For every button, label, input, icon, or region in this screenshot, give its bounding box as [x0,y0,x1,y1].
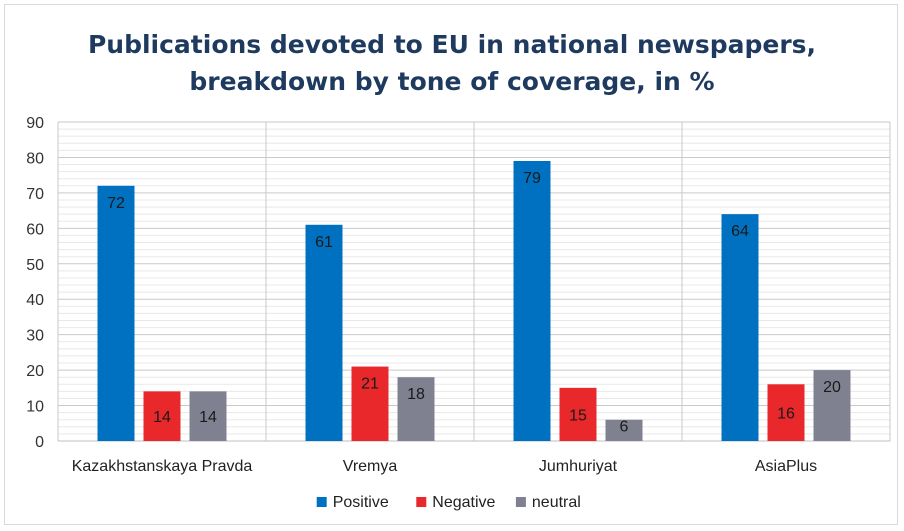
data-label: 14 [199,409,217,426]
bar-negative [143,391,181,441]
data-label: 20 [823,379,841,396]
y-tick-label: 50 [26,257,44,274]
legend-swatch-negative [416,497,427,507]
data-label: 14 [153,409,171,426]
x-category-label: AsiaPlus [755,458,817,475]
bar-neutral [189,391,227,441]
legend-label-positive: Positive [333,494,389,511]
legend-swatch-neutral [515,497,526,507]
y-tick-label: 30 [26,328,44,345]
data-label: 72 [107,195,125,212]
x-category-label: Jumhuriyat [539,458,618,475]
bar-neutral [813,370,851,441]
x-category-label: Kazakhstanskaya Pravda [72,458,253,475]
legend-swatch-positive [316,497,327,507]
legend-label-neutral: neutral [532,494,581,511]
bar-positive [721,214,759,441]
chart-title-line-1: Publications devoted to EU in national n… [87,30,817,59]
data-label: 64 [731,223,749,240]
data-label: 6 [620,419,629,436]
y-tick-label: 60 [26,221,44,238]
y-tick-label: 20 [26,363,44,380]
data-label: 18 [407,386,425,403]
chart-title: Publications devoted to EU in national n… [0,26,904,100]
y-tick-label: 90 [26,115,44,132]
y-tick-label: 0 [35,434,44,451]
x-category-label: Vremya [343,458,398,475]
data-label: 79 [523,170,541,187]
data-label: 21 [361,376,379,393]
bar-negative [767,384,805,441]
bar-negative [559,387,597,441]
chart-title-line-2: breakdown by tone of coverage, in % [189,67,715,96]
data-label: 61 [315,234,333,251]
data-label: 15 [569,407,587,424]
y-tick-label: 40 [26,292,44,309]
bar-neutral [397,377,435,441]
bar-positive [513,160,551,441]
legend-label-negative: Negative [432,494,495,511]
bar-negative [351,366,389,441]
data-label: 16 [777,406,795,423]
bar-positive [305,224,343,441]
y-tick-label: 10 [26,399,44,416]
bar-positive [97,185,135,441]
y-tick-label: 70 [26,186,44,203]
bar-neutral [605,419,643,441]
y-tick-label: 80 [26,150,44,167]
